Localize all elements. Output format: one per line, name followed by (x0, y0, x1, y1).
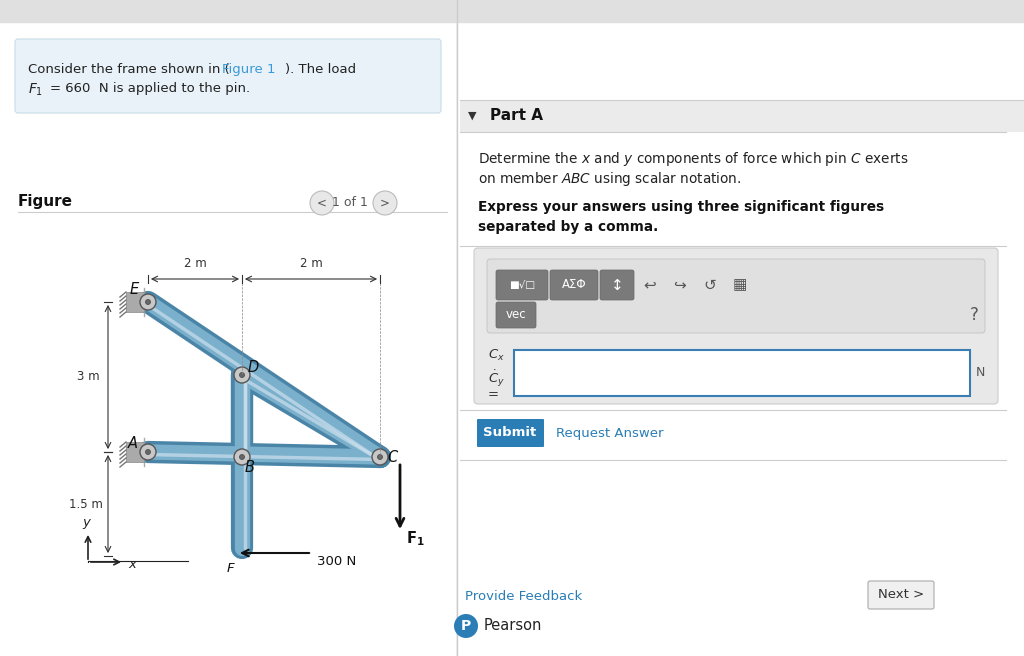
Text: Express your answers using three significant figures: Express your answers using three signifi… (478, 200, 884, 214)
Text: ?: ? (970, 306, 979, 324)
Circle shape (145, 300, 151, 304)
Text: Figure 1: Figure 1 (222, 63, 275, 76)
Text: ↺: ↺ (703, 277, 717, 293)
FancyBboxPatch shape (600, 270, 634, 300)
Bar (126, 442, 144, 462)
Circle shape (373, 191, 397, 215)
FancyBboxPatch shape (868, 581, 934, 609)
Circle shape (145, 449, 151, 455)
Text: vec: vec (506, 308, 526, 321)
Text: ↪: ↪ (674, 277, 686, 293)
FancyBboxPatch shape (487, 259, 985, 333)
Bar (126, 292, 144, 312)
Text: Next >: Next > (878, 588, 924, 602)
Text: 3 m: 3 m (77, 371, 99, 384)
Text: on member $ABC$ using scalar notation.: on member $ABC$ using scalar notation. (478, 170, 741, 188)
Text: ). The load: ). The load (285, 63, 356, 76)
Text: Pearson: Pearson (484, 619, 543, 634)
FancyBboxPatch shape (550, 270, 598, 300)
FancyBboxPatch shape (474, 248, 998, 404)
Circle shape (372, 449, 388, 465)
Text: ↩: ↩ (644, 277, 656, 293)
Bar (458, 0, 1024, 656)
Text: <: < (317, 197, 327, 209)
Text: 300 N: 300 N (317, 555, 356, 568)
Text: 2 m: 2 m (183, 257, 207, 270)
Circle shape (140, 444, 156, 460)
Text: ΑΣΦ: ΑΣΦ (562, 279, 587, 291)
Text: $C_x$: $C_x$ (488, 348, 505, 363)
Bar (514, 350, 970, 396)
Text: N: N (976, 367, 985, 380)
Text: Determine the $x$ and $y$ components of force which pin $C$ exerts: Determine the $x$ and $y$ components of … (478, 150, 908, 168)
Circle shape (234, 367, 250, 383)
Circle shape (140, 294, 156, 310)
Text: $\mathbf{F}_\mathbf{1}$: $\mathbf{F}_\mathbf{1}$ (406, 529, 425, 548)
Text: P: P (461, 619, 471, 633)
Text: =: = (488, 388, 499, 401)
Text: = 660  N is applied to the pin.: = 660 N is applied to the pin. (50, 82, 250, 95)
Circle shape (240, 455, 245, 459)
Text: ↕: ↕ (610, 277, 624, 293)
Text: B: B (245, 459, 255, 474)
Circle shape (240, 373, 245, 377)
Circle shape (310, 191, 334, 215)
Text: ▦: ▦ (733, 277, 748, 293)
Bar (0, 0, 455, 656)
Text: Part A: Part A (490, 108, 543, 123)
Text: $F_1$: $F_1$ (28, 82, 43, 98)
Text: 2 m: 2 m (300, 257, 323, 270)
Text: Submit: Submit (483, 426, 537, 440)
Text: E: E (129, 281, 138, 297)
Text: Request Answer: Request Answer (556, 426, 664, 440)
Bar (0, 0, 1024, 22)
Text: >: > (380, 197, 390, 209)
Text: separated by a comma.: separated by a comma. (478, 220, 658, 234)
FancyBboxPatch shape (496, 302, 536, 328)
Text: ■√□: ■√□ (509, 280, 536, 290)
Text: x: x (128, 558, 136, 571)
Text: Figure: Figure (18, 194, 73, 209)
Text: Consider the frame shown in (: Consider the frame shown in ( (28, 63, 229, 76)
Circle shape (454, 614, 478, 638)
Bar (460, 100, 1024, 132)
Text: $\dot{C}_y$: $\dot{C}_y$ (488, 368, 505, 388)
Text: D: D (248, 359, 259, 375)
Text: C: C (388, 449, 398, 464)
FancyBboxPatch shape (496, 270, 548, 300)
Circle shape (234, 449, 250, 465)
FancyBboxPatch shape (15, 39, 441, 113)
Text: Provide Feedback: Provide Feedback (465, 590, 583, 602)
Text: y: y (82, 516, 90, 529)
Text: 1.5 m: 1.5 m (69, 497, 103, 510)
Text: F: F (226, 562, 233, 575)
Text: ▼: ▼ (468, 111, 476, 121)
Text: 1 of 1: 1 of 1 (332, 197, 368, 209)
Text: A: A (128, 436, 138, 451)
FancyBboxPatch shape (477, 419, 544, 447)
Circle shape (378, 455, 383, 459)
